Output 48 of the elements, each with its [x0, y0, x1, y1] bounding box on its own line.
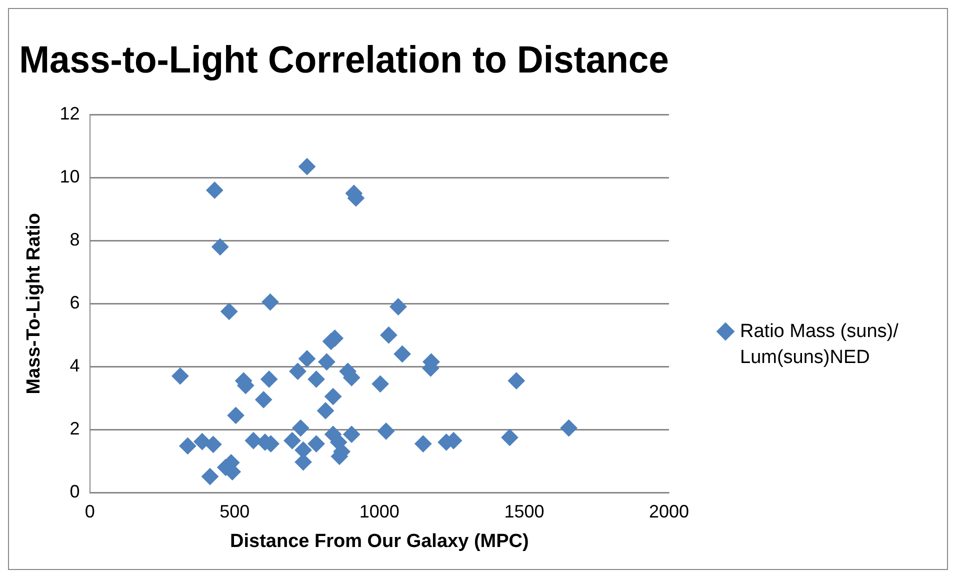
point: [206, 182, 224, 199]
point: [284, 432, 301, 450]
point: [244, 432, 262, 450]
point: [343, 426, 360, 443]
point: [262, 294, 279, 311]
x-tick-label: 2000: [648, 501, 690, 522]
point: [289, 362, 306, 380]
y-tick-label: 0: [70, 482, 80, 502]
x-tick-label: 1000: [359, 501, 400, 522]
legend-label: Ratio Mass (suns)/ Lum(suns)NED: [740, 320, 900, 370]
point: [308, 435, 325, 452]
point: [390, 298, 407, 316]
point: [255, 391, 272, 408]
point: [318, 353, 336, 370]
point: [501, 428, 518, 446]
y-axis-title: Mass-To-Light Ratio: [24, 213, 45, 394]
point: [508, 372, 525, 390]
point: [204, 436, 222, 453]
point: [179, 437, 196, 454]
point: [260, 370, 278, 388]
point: [324, 388, 342, 406]
point: [414, 435, 432, 452]
point: [298, 158, 316, 176]
y-tick-label: 12: [60, 104, 80, 124]
point: [172, 368, 189, 385]
x-tick-label: 500: [220, 501, 250, 522]
point: [212, 238, 229, 256]
point: [560, 420, 578, 437]
point: [308, 370, 325, 388]
x-tick-label: 0: [84, 501, 95, 522]
point: [298, 350, 316, 368]
y-tick-label: 10: [60, 166, 80, 187]
y-tick-label: 6: [70, 292, 80, 313]
y-tick-label: 4: [70, 356, 80, 376]
point: [380, 326, 398, 344]
y-tick-label: 2: [70, 418, 80, 439]
x-axis-title: Distance From Our Galaxy (MPC): [230, 530, 529, 552]
point: [378, 422, 395, 440]
point: [227, 406, 244, 424]
point: [372, 375, 389, 392]
point: [317, 402, 334, 420]
point: [202, 468, 218, 486]
x-tick-label: 1500: [504, 501, 544, 522]
point: [292, 420, 310, 437]
chart-title: Mass-to-Light Correlation to Distance: [19, 38, 669, 80]
point: [394, 346, 411, 362]
point: [220, 302, 238, 320]
y-tick-label: 8: [70, 230, 80, 250]
